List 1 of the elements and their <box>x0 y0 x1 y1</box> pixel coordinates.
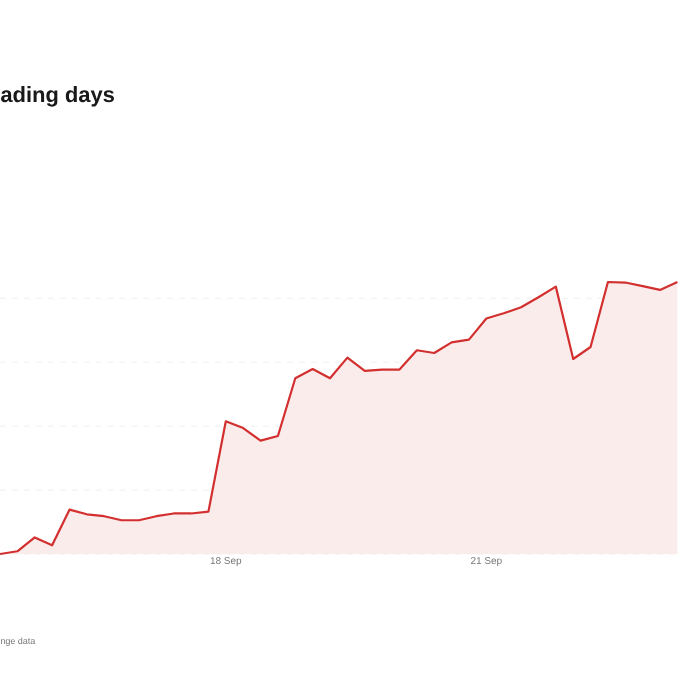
chart-title: ading days <box>1 86 114 107</box>
